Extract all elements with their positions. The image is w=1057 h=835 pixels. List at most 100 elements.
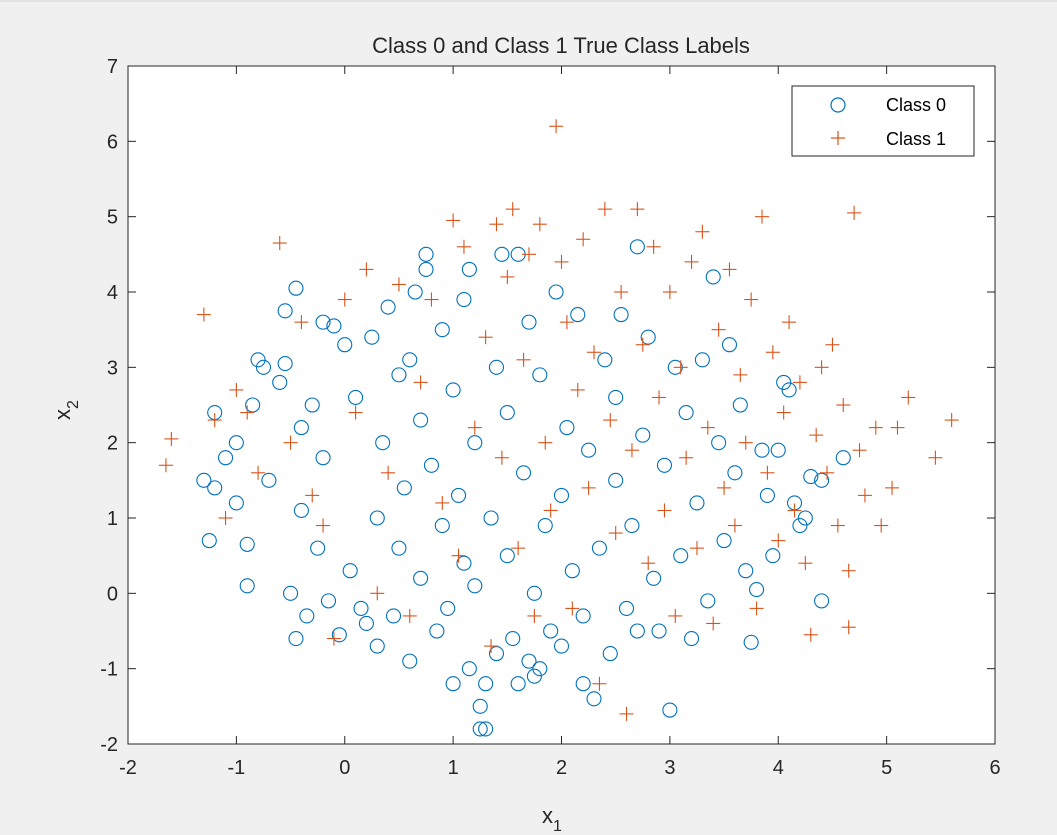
class-1-point bbox=[928, 450, 943, 465]
class-0-point bbox=[320, 593, 337, 609]
class-1-point bbox=[516, 352, 531, 367]
class-1-point bbox=[614, 285, 629, 299]
class-1-point bbox=[413, 375, 428, 390]
class-0-point bbox=[472, 698, 488, 714]
class-0-point bbox=[656, 457, 673, 473]
class-0-point bbox=[689, 495, 705, 511]
class-0-point bbox=[250, 352, 266, 368]
class-1-point bbox=[576, 232, 591, 247]
class-0-point bbox=[499, 548, 515, 564]
class-0-point bbox=[380, 299, 396, 315]
x-axis-label-subscript: 1 bbox=[553, 818, 562, 835]
class-1-point bbox=[158, 458, 173, 473]
y-tick-label: -1 bbox=[100, 659, 118, 681]
class-0-point bbox=[732, 397, 748, 413]
class-1-point bbox=[868, 420, 883, 435]
class-1-point bbox=[722, 262, 737, 277]
class-1-point bbox=[337, 292, 352, 307]
class-1-point bbox=[559, 315, 574, 330]
class-0-point bbox=[315, 314, 331, 330]
class-0-point bbox=[635, 427, 651, 443]
class-1-point bbox=[765, 345, 780, 360]
class-0-point bbox=[207, 480, 223, 496]
class-0-point bbox=[521, 653, 537, 669]
class-1-point bbox=[944, 413, 959, 428]
y-tick-label: -2 bbox=[100, 734, 118, 756]
x-tick-label: 6 bbox=[989, 757, 1000, 779]
class-0-point bbox=[434, 517, 450, 534]
class-0-point bbox=[532, 661, 548, 677]
class-0-point bbox=[743, 634, 759, 650]
class-0-point bbox=[228, 495, 244, 511]
class-0-point bbox=[402, 352, 418, 368]
class-0-point bbox=[613, 307, 629, 323]
class-1-point bbox=[624, 443, 639, 458]
class-1-point bbox=[885, 480, 900, 495]
class-0-point bbox=[326, 318, 342, 334]
class-0-point bbox=[331, 627, 347, 643]
class-1-point bbox=[798, 556, 813, 571]
class-1-point bbox=[294, 315, 309, 330]
x-tick-label: -2 bbox=[119, 757, 137, 779]
class-0-point bbox=[581, 442, 597, 458]
class-1-point bbox=[489, 217, 504, 232]
class-1-point bbox=[874, 518, 889, 533]
class-0-point bbox=[239, 578, 255, 594]
class-0-point bbox=[201, 533, 217, 549]
class-1-point bbox=[749, 601, 764, 616]
class-0-point bbox=[391, 540, 407, 556]
x-tick-label: -1 bbox=[227, 757, 245, 779]
class-1-point bbox=[316, 518, 331, 533]
class-0-point bbox=[548, 284, 564, 300]
class-1-point bbox=[646, 239, 661, 254]
class-0-point bbox=[396, 480, 412, 496]
class-0-point bbox=[716, 533, 732, 549]
class-1-point bbox=[890, 420, 905, 435]
class-0-point bbox=[776, 374, 792, 390]
class-0-point bbox=[310, 540, 326, 556]
class-1-point bbox=[532, 217, 547, 232]
class-1-point bbox=[456, 239, 471, 254]
class-0-point bbox=[364, 329, 380, 345]
class-1-point bbox=[727, 518, 742, 533]
class-1-point bbox=[782, 315, 797, 330]
x-tick-label: 4 bbox=[773, 757, 784, 779]
class-1-point bbox=[760, 465, 775, 480]
series-0 bbox=[196, 239, 851, 737]
legend-box bbox=[791, 85, 975, 157]
class-0-point bbox=[445, 382, 461, 398]
legend-marker-class-0 bbox=[830, 97, 846, 113]
x-tick-label: 0 bbox=[339, 757, 350, 779]
class-1-point bbox=[229, 382, 244, 397]
class-1-point bbox=[711, 322, 726, 337]
class-0-point bbox=[369, 638, 385, 654]
class-1-point bbox=[251, 465, 266, 480]
class-0-point bbox=[261, 472, 277, 488]
class-0-point bbox=[293, 502, 309, 519]
y-axis-label: x2 bbox=[50, 400, 82, 420]
class-0-point bbox=[629, 623, 645, 639]
class-0-point bbox=[255, 359, 272, 375]
class-1-point bbox=[733, 367, 748, 382]
class-1-point bbox=[706, 616, 721, 631]
y-tick-label: 3 bbox=[107, 357, 118, 379]
class-0-point bbox=[478, 721, 494, 737]
class-1-point bbox=[847, 205, 862, 220]
class-0-point bbox=[467, 578, 483, 594]
class-0-point bbox=[358, 615, 374, 632]
class-0-point bbox=[293, 420, 309, 436]
class-1-point bbox=[792, 375, 807, 390]
class-0-point bbox=[369, 510, 385, 526]
class-0-point bbox=[467, 435, 483, 451]
class-1-point bbox=[543, 503, 558, 518]
class-0-point bbox=[575, 608, 591, 624]
plot-area: -2 -1 0 1 2 3 4 5 6 -2 -1 0 1 2 3 4 5 6 7 bbox=[100, 56, 1000, 779]
class-1-point bbox=[787, 503, 802, 518]
class-0-point bbox=[413, 412, 429, 428]
class-1-point bbox=[370, 586, 385, 601]
class-1-point bbox=[668, 608, 683, 623]
y-axis-ticks: -2 -1 0 1 2 3 4 5 6 7 bbox=[100, 56, 995, 756]
class-0-point bbox=[217, 450, 234, 466]
class-0-point bbox=[505, 630, 521, 647]
class-1-point bbox=[771, 533, 786, 548]
